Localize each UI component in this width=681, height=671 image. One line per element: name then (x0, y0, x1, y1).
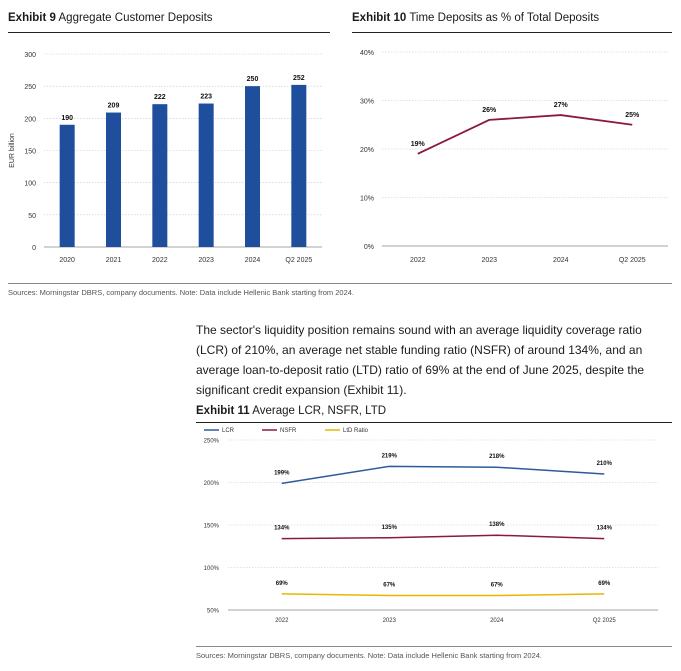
series-line (417, 114, 633, 155)
data-label: 252 (293, 75, 305, 82)
exhibit9-title-text: Aggregate Customer Deposits (58, 12, 213, 24)
data-label: 67% (491, 583, 504, 589)
y-tick-label: 0% (364, 244, 374, 251)
bar (106, 112, 121, 247)
data-label: 199% (274, 470, 290, 476)
data-label: 209 (108, 103, 120, 110)
y-tick-label: 30% (360, 99, 374, 106)
exhibit11-title: Exhibit 11 Average LCR, NSFR, LTD (196, 405, 386, 417)
exhibit9-number: Exhibit 9 (8, 12, 56, 24)
x-tick-label: 2021 (106, 257, 122, 264)
bar (198, 103, 214, 247)
x-tick-label: 2024 (490, 618, 504, 624)
x-tick-label: Q2 2025 (593, 618, 617, 624)
exhibit10-title-text: Time Deposits as % of Total Deposits (409, 12, 600, 24)
x-tick-label: 2022 (152, 257, 168, 264)
y-axis-label: EUR billion (9, 133, 16, 168)
y-tick-label: 250 (24, 84, 36, 91)
y-tick-label: 250% (204, 439, 220, 445)
exhibit9-title: Exhibit 9 Aggregate Customer Deposits (8, 12, 213, 24)
bar (152, 104, 168, 248)
y-tick-label: 200% (204, 481, 220, 487)
exhibit11-title-text: Average LCR, NSFR, LTD (252, 405, 387, 417)
data-label: 223 (200, 94, 212, 101)
exhibit11-chart: 50% 100% 150% 200% 250% 2022 2023 2024 Q2 2025 LC… (204, 428, 658, 624)
data-label: 135% (382, 525, 398, 531)
data-label: 138% (489, 522, 505, 528)
data-label: 25% (625, 112, 640, 119)
exhibit10-title: Exhibit 10 Time Deposits as % of Total D… (352, 12, 599, 24)
data-label: 210% (597, 461, 613, 467)
y-tick-label: 150% (204, 524, 220, 530)
legend-label: LtD Ratio (343, 428, 369, 434)
exhibit10-chart: 0% 10% 20% 30% 40% 19% 2022 26% 2023 27% 2024 25% Q2… (360, 50, 668, 264)
data-label: 222 (154, 94, 166, 101)
y-tick-label: 300 (24, 52, 36, 59)
exhibit9-top-rule (8, 32, 330, 33)
y-tick-label: 100 (24, 181, 36, 188)
bar (245, 86, 260, 247)
exhibit10-top-rule (352, 32, 672, 33)
x-tick-label: 2024 (553, 257, 569, 264)
y-tick-label: 100% (204, 566, 220, 572)
bar (291, 84, 307, 247)
y-tick-label: 20% (360, 147, 374, 154)
data-label: 134% (597, 526, 613, 532)
data-label: 219% (382, 453, 398, 459)
x-tick-label: 2022 (275, 618, 289, 624)
y-tick-label: 150 (24, 149, 36, 156)
exhibit11-top-rule (196, 422, 672, 423)
exhibit9-chart: 0 50 100 150 200 250 300 EUR billion 190 2020 209 2… (9, 52, 322, 264)
y-tick-label: 40% (360, 50, 374, 57)
legend-label: LCR (222, 428, 235, 434)
series-line (281, 465, 605, 485)
x-tick-label: Q2 2025 (285, 257, 312, 264)
exhibit11-source: Sources: Morningstar DBRS, company docum… (196, 651, 542, 660)
data-label: 250 (247, 76, 259, 83)
data-label: 69% (598, 581, 611, 587)
data-label: 27% (554, 102, 569, 109)
x-tick-label: 2023 (383, 618, 397, 624)
exhibits-bottom-rule (8, 283, 672, 284)
x-tick-label: 2024 (245, 257, 261, 264)
x-tick-label: 2022 (410, 257, 426, 264)
series-line (281, 534, 605, 540)
y-tick-label: 50 (28, 213, 36, 220)
x-tick-label: 2020 (59, 257, 75, 264)
y-tick-label: 0 (32, 245, 36, 252)
exhibit11-number: Exhibit 11 (196, 405, 250, 417)
body-paragraph: The sector's liquidity position remains … (196, 323, 645, 397)
data-label: 69% (276, 581, 289, 587)
exhibit11-bottom-rule (196, 646, 672, 647)
y-tick-label: 200 (24, 116, 36, 123)
x-tick-label: 2023 (198, 257, 214, 264)
x-tick-label: 2023 (481, 257, 497, 264)
data-label: 190 (61, 115, 73, 122)
exhibit9-source: Sources: Morningstar DBRS, company docum… (8, 288, 354, 297)
legend-label: NSFR (280, 428, 297, 434)
data-label: 67% (383, 583, 396, 589)
x-tick-label: Q2 2025 (619, 257, 646, 264)
exhibit10-number: Exhibit 10 (352, 12, 407, 24)
series-line (281, 593, 605, 597)
data-label: 26% (482, 107, 497, 114)
data-label: 218% (489, 454, 505, 460)
data-label: 134% (274, 526, 290, 532)
bar (59, 124, 75, 247)
y-tick-label: 10% (360, 196, 374, 203)
data-label: 19% (411, 141, 426, 148)
y-tick-label: 50% (207, 609, 220, 615)
